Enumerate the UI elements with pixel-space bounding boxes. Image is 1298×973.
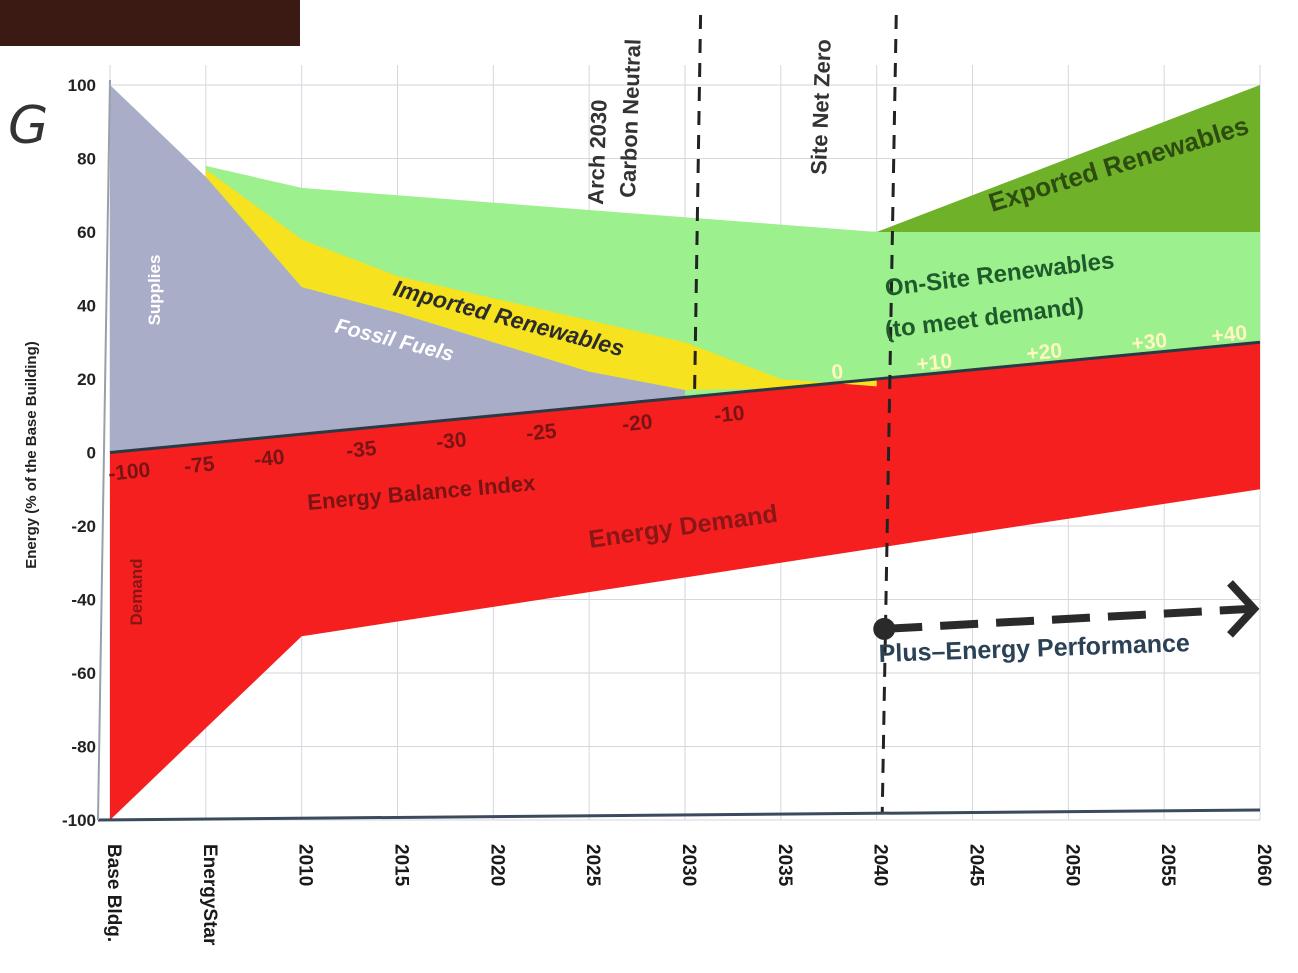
x-tick-label: 2015 xyxy=(391,844,412,887)
arch-2030-label: Arch 2030 xyxy=(583,99,612,205)
fossil-fuels-area xyxy=(110,85,685,453)
site-net-zero-label: Site Net Zero xyxy=(806,39,836,175)
x-tick-label: 2060 xyxy=(1253,844,1274,886)
balance-index-tick: +20 xyxy=(1025,339,1063,366)
x-tick-label: 2045 xyxy=(966,844,987,887)
projector-frame-edge xyxy=(0,0,300,46)
y-tick-label: -80 xyxy=(71,738,96,757)
balance-index-tick: -25 xyxy=(525,420,558,446)
balance-index-tick: +40 xyxy=(1210,321,1248,348)
energy-balance-index-ticks: -100 -75 -40 -35 -30 -25 -20 -100 +10 +20 +30 +40 xyxy=(107,321,1248,485)
x-tick-label: 2055 xyxy=(1157,844,1178,887)
plus-energy-label: Plus–Energy Performance xyxy=(878,629,1190,668)
y-tick-label: 80 xyxy=(77,150,96,169)
x-tick-label: 2020 xyxy=(486,844,507,886)
x-axis-line xyxy=(97,808,1261,822)
balance-index-tick: +10 xyxy=(915,350,953,377)
balance-index-tick: -75 xyxy=(183,452,216,478)
x-tick-label: 2025 xyxy=(582,844,603,887)
reference-lines xyxy=(97,14,1261,822)
balance-index-tick: 0 xyxy=(830,360,844,384)
carbon-neutral-label: Carbon Neutral xyxy=(615,38,646,198)
x-tick-label: EnergyStar xyxy=(199,844,220,946)
plus-energy-arrow xyxy=(884,604,1251,633)
x-tick-label: Base Bldg. xyxy=(103,844,124,942)
exported-renewables-area xyxy=(876,85,1260,232)
balance-index-tick: -20 xyxy=(621,410,654,436)
balance-index-tick: -100 xyxy=(107,458,151,485)
demand-vertical-label: Demand xyxy=(127,558,146,625)
site-net-zero-line xyxy=(880,14,898,813)
x-tick-label: 2010 xyxy=(295,844,316,886)
balance-index-tick: -30 xyxy=(435,428,468,454)
balance-index-tick: -40 xyxy=(253,446,286,472)
x-tick-label: 2035 xyxy=(774,844,795,887)
y-tick-label: 60 xyxy=(77,223,96,242)
y-tick-label: -20 xyxy=(71,517,96,536)
x-tick-label: 2040 xyxy=(870,844,891,886)
y-tick-label: -40 xyxy=(71,591,96,610)
x-tick-label: 2050 xyxy=(1061,844,1082,886)
x-tick-labels: Base Bldg. EnergyStar 2010 2015 2020 2025 2030… xyxy=(103,844,1274,946)
y-axis-line xyxy=(97,79,111,821)
balance-index-tick: -35 xyxy=(345,437,378,463)
arch-2030-line xyxy=(693,14,703,393)
y-tick-label: 0 xyxy=(87,444,96,463)
y-tick-label: 40 xyxy=(77,297,96,316)
x-tick-label: 2030 xyxy=(678,844,699,886)
energy-balance-line xyxy=(109,340,1261,454)
supplies-label: Supplies xyxy=(145,255,164,326)
balance-index-tick: +30 xyxy=(1130,329,1168,356)
corner-letter: G xyxy=(8,96,49,156)
y-tick-label: -60 xyxy=(71,664,96,683)
balance-index-tick: -10 xyxy=(713,402,746,428)
imported-renewables-area xyxy=(205,169,877,390)
y-tick-labels: 100 80 60 40 20 0 -20 -40 -60 -80 -100 xyxy=(62,76,96,830)
energy-demand-area xyxy=(110,342,1260,820)
y-tick-label: -100 xyxy=(62,811,96,830)
areas xyxy=(110,85,1260,820)
y-axis-title: Energy (% of the Base Building) xyxy=(23,341,40,569)
y-tick-label: 100 xyxy=(68,76,96,95)
plus-energy-arrowhead xyxy=(1227,580,1260,638)
plus-energy-start-dot xyxy=(873,617,896,640)
y-tick-label: 20 xyxy=(77,370,96,389)
